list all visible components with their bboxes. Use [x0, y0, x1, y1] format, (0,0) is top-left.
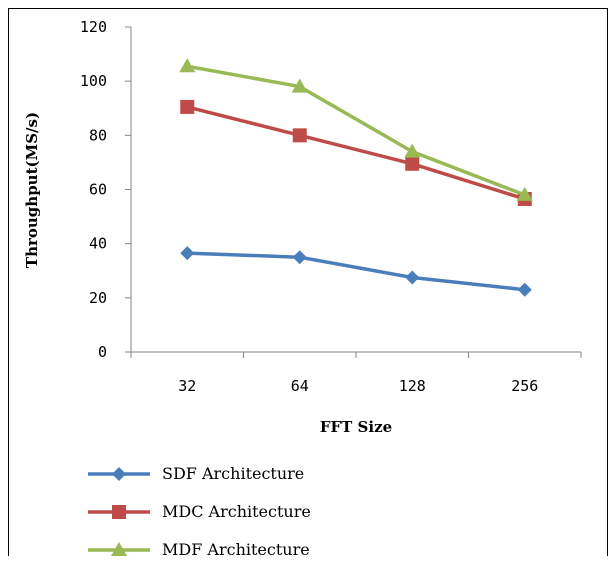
data-point — [180, 246, 195, 261]
series-line — [187, 251, 525, 292]
x-tick-label: 32 — [178, 377, 196, 395]
data-point — [517, 282, 532, 297]
y-tick-label: 40 — [89, 235, 107, 253]
data-point — [404, 143, 421, 158]
data-point — [405, 156, 420, 171]
data-point — [291, 78, 308, 93]
legend-marker — [111, 542, 127, 556]
series-line — [186, 105, 526, 201]
y-tick-label: 120 — [80, 18, 107, 36]
axes — [125, 26, 582, 358]
legend-marker — [112, 467, 126, 481]
legend-marker — [112, 505, 126, 519]
chart-frame — [8, 8, 608, 556]
data-point — [292, 128, 307, 143]
series-sdf — [180, 246, 532, 297]
y-tick-label: 20 — [89, 289, 107, 307]
x-axis-title: FFT Size — [320, 418, 392, 436]
legend-item: SDF Architecture — [88, 464, 304, 483]
series-line — [186, 64, 526, 197]
data-point — [516, 186, 533, 201]
data-point — [180, 99, 195, 114]
y-tick-label: 80 — [89, 126, 107, 144]
series-mdc — [180, 99, 532, 206]
legend-label: SDF Architecture — [162, 464, 304, 483]
y-axis-title: Throughput(MS/s) — [23, 112, 41, 268]
legend-label: MDF Architecture — [162, 540, 310, 559]
legend-item: MDF Architecture — [88, 540, 310, 559]
y-tick-label: 60 — [89, 181, 107, 199]
data-point — [179, 58, 196, 73]
legend: SDF Architecture MDC Architecture MDF Arch… — [88, 464, 311, 559]
y-tick-label: 0 — [98, 343, 107, 361]
x-tick-label: 128 — [399, 377, 426, 395]
y-tick-labels: 0 20 40 60 80 100 120 — [80, 18, 107, 361]
y-tick-label: 100 — [80, 72, 107, 90]
legend-label: MDC Architecture — [162, 502, 311, 521]
series-mdf — [179, 58, 533, 201]
data-point — [292, 250, 307, 265]
x-tick-labels: 32 64 128 256 — [178, 377, 538, 395]
x-tick-label: 64 — [291, 377, 309, 395]
x-tick-label: 256 — [511, 377, 538, 395]
legend-item: MDC Architecture — [88, 502, 311, 521]
data-point — [405, 270, 420, 285]
series-lines — [179, 58, 533, 297]
